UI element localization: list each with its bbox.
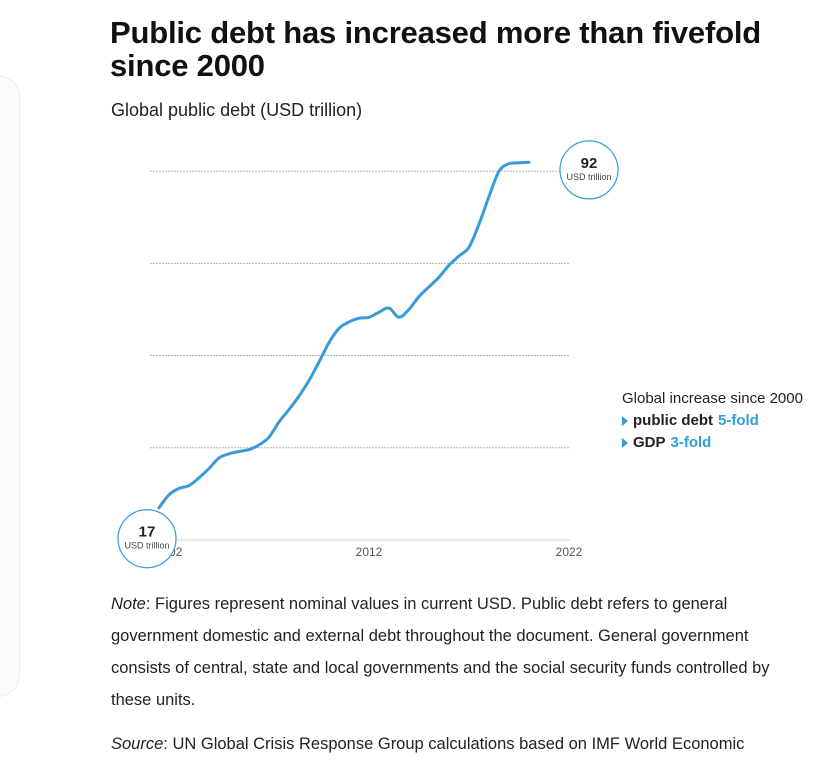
legend-heading: Global increase since 2000 [622,390,803,407]
x-tick-label: 2022 [556,545,583,559]
start-value-label: 17 [139,524,156,541]
start-label-bubble: 17 USD trillion [117,509,177,569]
source-text: Source: UN Global Crisis Response Group … [111,728,811,760]
line-chart: 200220122022 17 USD trillion 92 USD tril… [117,140,619,569]
legend-item-name: public debt [633,412,713,429]
source-label: Source [111,735,164,753]
x-tick-label: 2012 [356,545,383,559]
legend: Global increase since 2000 public debt 5… [622,388,822,454]
legend-item-value: 5-fold [718,412,759,429]
legend-item-public-debt: public debt 5-fold [622,410,822,432]
legend-item-value: 3-fold [670,434,712,451]
legend-item-gdp: GDP 3-fold [622,432,822,454]
end-value-label: 92 [581,155,598,172]
public-debt-line [157,160,531,510]
gridlines [150,170,570,541]
note-label: Note [111,595,146,613]
end-bubble-circle [559,140,619,200]
start-unit-label: USD trillion [124,541,169,551]
start-bubble-circle [117,509,177,569]
legend-item-name: GDP [633,434,666,451]
chart-subtitle: Global public debt (USD trillion) [111,100,363,120]
chart-title: Public debt has increased more than five… [110,15,761,83]
triangle-right-icon [622,416,628,426]
source-body: : UN Global Crisis Response Group calcul… [163,735,745,753]
note-body: : Figures represent nominal values in cu… [111,595,770,709]
note-text: Note: Figures represent nominal values i… [111,588,801,716]
triangle-right-icon [622,438,628,448]
x-axis-ticks: 200220122022 [156,545,583,559]
end-label-bubble: 92 USD trillion [559,140,619,200]
end-unit-label: USD trillion [566,172,611,182]
